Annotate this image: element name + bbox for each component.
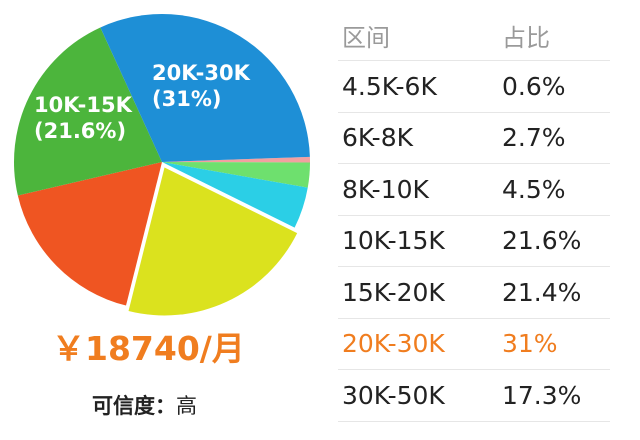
table-row: 10K-15K 21.6% xyxy=(338,216,610,267)
range-cell: 10K-15K xyxy=(342,226,445,256)
average-salary: ￥18740/月 xyxy=(52,329,245,368)
pie-label-20k-30k: 20K-30K (31%) xyxy=(152,61,250,111)
share-cell: 2.7% xyxy=(502,123,566,153)
share-cell: 31% xyxy=(502,329,558,359)
pie-chart xyxy=(13,13,310,316)
table-row: 6K-8K 2.7% xyxy=(338,113,610,164)
pie-slice-8k-10k xyxy=(162,162,308,228)
table-row: 20K-30K 31% xyxy=(338,319,610,370)
table-row: 8K-10K 4.5% xyxy=(338,164,610,216)
header-share: 占比 xyxy=(502,23,550,52)
range-cell: 15K-20K xyxy=(342,277,445,307)
range-cell: 20K-30K xyxy=(342,329,445,359)
credibility: 可信度：高 xyxy=(92,390,197,420)
table-row: 15K-20K 21.4% xyxy=(338,267,610,319)
range-cell: 4.5K-6K xyxy=(342,71,437,101)
share-cell: 21.4% xyxy=(502,277,582,307)
range-cell: 8K-10K xyxy=(342,174,429,204)
share-cell: 4.5% xyxy=(502,174,566,204)
header-range: 区间 xyxy=(342,23,390,52)
table-row: 30K-50K 17.3% xyxy=(338,370,610,422)
pie-slice-4.5k-6k xyxy=(162,156,310,163)
table-header: 区间 占比 xyxy=(338,10,610,61)
pie-slice-6k-8k xyxy=(162,162,310,188)
share-cell: 21.6% xyxy=(502,226,582,256)
pie-label-10k-15k: 10K-15K (21.6%) xyxy=(34,93,132,143)
credibility-value: 高 xyxy=(176,394,197,418)
share-cell: 17.3% xyxy=(502,380,582,410)
pie-slice-20k-30k xyxy=(100,13,310,162)
range-cell: 30K-50K xyxy=(342,380,445,410)
table-row: 4.5K-6K 0.6% xyxy=(338,61,610,113)
credibility-label: 可信度： xyxy=(92,394,176,418)
pie-slice-10k-15k xyxy=(13,27,162,196)
pie-slice-15k-20k xyxy=(128,167,298,316)
salary-distribution-table: 区间 占比 4.5K-6K 0.6% 6K-8K 2.7% 8K-10K 4.5% 10K-… xyxy=(338,10,610,422)
share-cell: 0.6% xyxy=(502,71,566,101)
range-cell: 6K-8K xyxy=(342,123,413,153)
pie-slice-30k-50k xyxy=(17,162,162,306)
